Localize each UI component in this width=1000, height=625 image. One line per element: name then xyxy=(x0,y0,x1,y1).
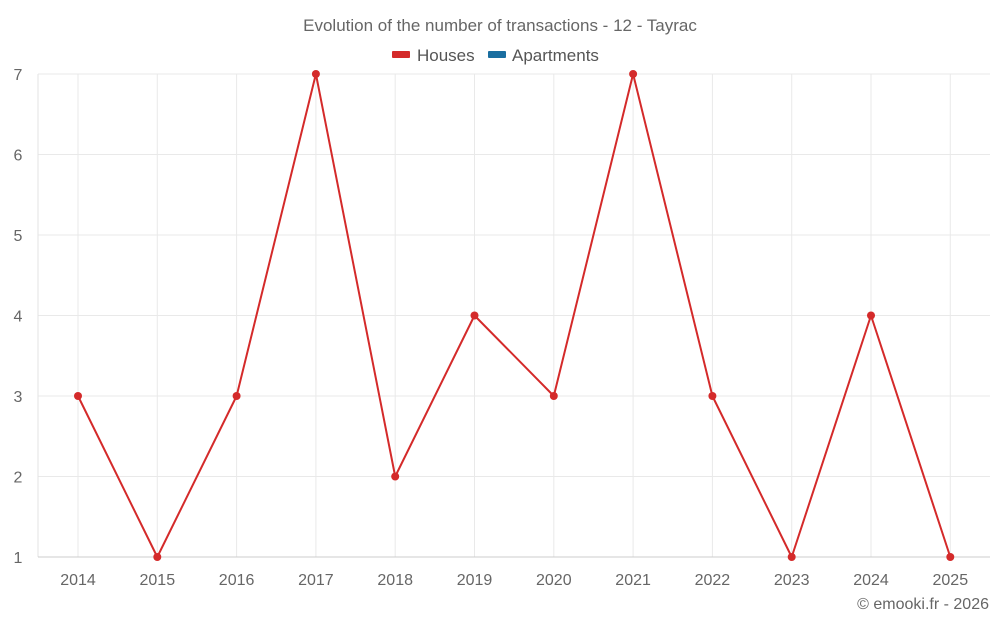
data-point-houses-2018[interactable] xyxy=(391,472,400,481)
data-point-houses-2017[interactable] xyxy=(311,70,320,78)
x-tick-label-2022: 2022 xyxy=(695,572,731,589)
data-point-houses-2014[interactable] xyxy=(74,392,82,400)
series-line-houses xyxy=(77,73,952,558)
series-layer xyxy=(74,70,955,561)
x-tick-label-2019: 2019 xyxy=(457,572,493,589)
y-tick-label-3: 3 xyxy=(14,389,23,406)
grid xyxy=(37,73,990,558)
legend: Houses Apartments xyxy=(392,46,599,65)
data-point-houses-2025[interactable] xyxy=(946,553,955,561)
y-tick-label-4: 4 xyxy=(14,309,23,326)
legend-item-apartments[interactable]: Apartments xyxy=(488,46,599,65)
data-point-houses-2015[interactable] xyxy=(153,553,162,561)
x-tick-label-2025: 2025 xyxy=(933,572,969,589)
credit-label: © emooki.fr - 2026 xyxy=(857,596,989,613)
data-point-houses-2019[interactable] xyxy=(470,311,479,320)
x-axis-ticks: 2014 2015 2016 2017 2018 2019 2020 2021 2022 2023… xyxy=(60,572,968,589)
legend-swatch-houses xyxy=(392,51,410,58)
legend-label-houses: Houses xyxy=(417,46,475,65)
data-point-houses-2020[interactable] xyxy=(549,392,558,400)
x-tick-label-2015: 2015 xyxy=(140,572,176,589)
y-tick-label-6: 6 xyxy=(14,148,23,165)
y-tick-label-1: 1 xyxy=(14,550,23,567)
legend-label-apartments: Apartments xyxy=(512,46,599,65)
x-tick-label-2016: 2016 xyxy=(219,572,255,589)
x-tick-label-2014: 2014 xyxy=(60,572,96,589)
data-point-houses-2023[interactable] xyxy=(787,553,796,561)
x-tick-label-2023: 2023 xyxy=(774,572,810,589)
x-tick-label-2021: 2021 xyxy=(615,572,651,589)
data-point-houses-2022[interactable] xyxy=(708,392,717,400)
data-point-houses-2024[interactable] xyxy=(867,311,875,320)
data-point-houses-2021[interactable] xyxy=(629,70,638,78)
x-tick-label-2024: 2024 xyxy=(853,572,889,589)
chart-title: Evolution of the number of transactions … xyxy=(303,16,697,35)
data-point-houses-2016[interactable] xyxy=(232,392,241,400)
y-axis-ticks: 1 2 3 4 5 6 7 xyxy=(14,67,23,567)
x-tick-label-2017: 2017 xyxy=(298,572,334,589)
x-tick-label-2020: 2020 xyxy=(536,572,572,589)
legend-item-houses[interactable]: Houses xyxy=(392,46,475,65)
legend-swatch-apartments xyxy=(488,51,506,58)
y-tick-label-5: 5 xyxy=(14,228,23,245)
x-tick-label-2018: 2018 xyxy=(377,572,413,589)
y-tick-label-7: 7 xyxy=(14,67,23,84)
y-tick-label-2: 2 xyxy=(14,470,23,487)
